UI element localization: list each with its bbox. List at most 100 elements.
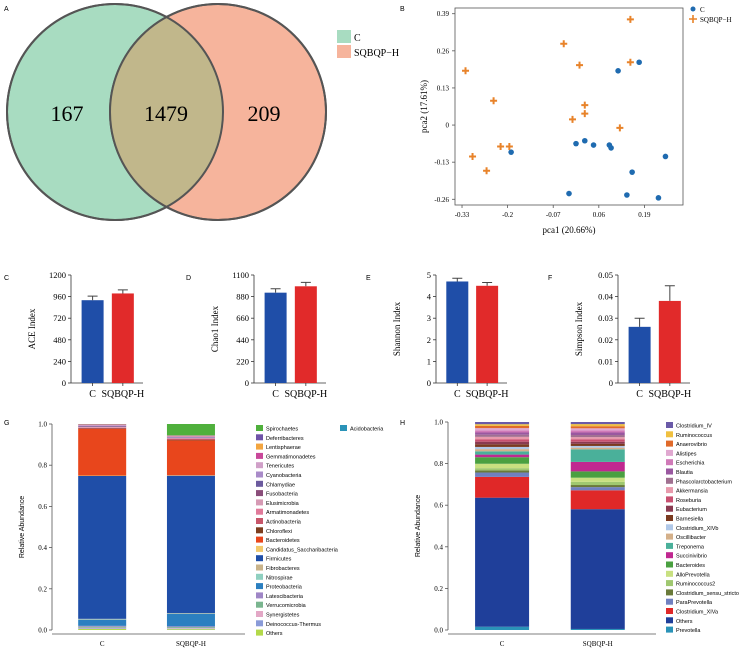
genus-segment <box>571 437 625 439</box>
genus-segment <box>571 487 625 490</box>
simpson-ytick-label: 0.04 <box>598 292 614 302</box>
genus-segment <box>475 428 529 430</box>
phylum-legend-label: Tenericutes <box>266 464 294 470</box>
pca-ytick-label: 0.39 <box>437 10 450 18</box>
phylum-legend-swatch <box>256 472 263 478</box>
pca-legend-marker-sqbqp <box>689 15 697 23</box>
genus-segment <box>571 435 625 437</box>
pca-point-c <box>573 141 579 147</box>
chao1-bar-sqbqp <box>295 286 317 383</box>
pca-point-sqbqp <box>560 40 567 47</box>
pca-point-c <box>582 138 588 144</box>
pca-xtick-label: 0.06 <box>593 211 606 219</box>
genus-segment <box>475 439 529 441</box>
genus-legend-label: Bacteroides <box>676 563 705 569</box>
venn-diagram: 167 1479 209 C SQBQP−H <box>7 4 399 220</box>
phylum-segment <box>78 620 126 626</box>
phylum-legend-swatch <box>256 509 263 515</box>
phylum-legend-label: Proteobacteria <box>266 585 303 591</box>
genus-legend-label: Clostridium_sensu_stricto <box>676 591 739 597</box>
chao1-bar-c <box>265 293 287 383</box>
genus-legend-label: Escherichia <box>676 461 705 467</box>
genus-segment <box>571 433 625 436</box>
ace-errorbar <box>118 290 128 294</box>
pca-point-c <box>591 142 597 148</box>
phylum-ytick-label: 0.0 <box>38 627 47 635</box>
genus-legend-label: Akkermansia <box>676 489 709 495</box>
phylum-segment <box>167 626 215 627</box>
chao1-errorbar <box>271 289 281 293</box>
phylum-legend-label: Candidatus_Saccharibacteria <box>266 547 339 553</box>
genus-legend-label: Ruminococcus2 <box>676 582 715 588</box>
phylum-segment <box>167 629 215 630</box>
phylum-segment <box>78 476 126 619</box>
simpson-errorbar <box>665 286 675 301</box>
pca-point-c <box>636 59 642 65</box>
phylum-segment <box>167 440 215 475</box>
phylum-segment <box>167 424 215 435</box>
phylum-legend-swatch <box>256 490 263 496</box>
genus-segment <box>475 430 529 432</box>
phylum-legend-swatch <box>340 425 347 431</box>
pca-frame <box>455 8 683 205</box>
genus-ylabel: Relative Abundance <box>415 495 422 557</box>
pca-ytick-label: 0 <box>446 122 450 130</box>
ace-bar-c <box>82 300 104 383</box>
genus-segment <box>475 627 529 630</box>
genus-legend-label: Alistipes <box>676 451 697 457</box>
phylum-ytick-label: 0.2 <box>38 585 47 593</box>
genus-ytick-label: 0.4 <box>434 543 443 551</box>
panel-label-b: B <box>400 6 405 13</box>
phylum-legend-swatch <box>256 444 263 450</box>
phylum-legend-label: Acidobacteria <box>350 427 384 433</box>
genus-segment <box>475 451 529 454</box>
genus-segment <box>571 428 625 430</box>
genus-ytick-label: 0.0 <box>434 627 443 635</box>
genus-segment <box>571 422 625 424</box>
shannon-ytick-label: 3 <box>427 313 431 323</box>
venn-legend-c: C <box>354 33 361 44</box>
pca-ytick-label: -0.13 <box>434 159 449 167</box>
genus-segment <box>475 424 529 426</box>
genus-segment <box>475 464 529 468</box>
genus-legend-swatch <box>666 589 673 595</box>
genus-segment <box>571 490 625 509</box>
genus-segment <box>571 629 625 630</box>
genus-legend-swatch <box>666 617 673 623</box>
genus-segment <box>475 422 529 424</box>
genus-legend-label: Treponema <box>676 544 705 550</box>
pca-point-c <box>629 169 635 175</box>
shannon-xtick-label: C <box>454 389 461 400</box>
phylum-legend-label: Elusimicrobia <box>266 501 300 507</box>
simpson-bar-sqbqp <box>659 301 681 383</box>
genus-segment <box>475 437 529 440</box>
phylum-legend-swatch <box>256 434 263 440</box>
genus-segment <box>571 448 625 450</box>
genus-legend-label: AlloPrevotella <box>676 572 711 578</box>
genus-ytick-label: 0.6 <box>434 502 443 510</box>
genus-xtick-label: C <box>500 640 505 648</box>
genus-segment <box>571 439 625 442</box>
phylum-ytick-label: 0.8 <box>38 462 47 470</box>
genus-legend-swatch <box>666 543 673 549</box>
phylum-legend-swatch <box>256 453 263 459</box>
pca-point-c <box>508 149 514 155</box>
genus-legend-swatch <box>666 506 673 512</box>
pca-point-c <box>608 145 614 151</box>
genus-segment <box>571 482 625 485</box>
phylum-legend-swatch <box>256 574 263 580</box>
genus-segment <box>475 447 529 449</box>
genus-legend-swatch <box>666 478 673 484</box>
genus-segment <box>475 498 529 627</box>
phylum-legend-swatch <box>256 462 263 468</box>
genus-legend-label: ParaPrevotella <box>676 600 713 606</box>
genus-legend-label: Clostridium_XIVa <box>676 610 719 616</box>
genus-legend-swatch <box>666 580 673 586</box>
phylum-legend-label: Fusobacteria <box>266 492 299 498</box>
genus-legend-swatch <box>666 562 673 568</box>
pca-legend-marker-c <box>691 7 696 12</box>
venn-right-count: 209 <box>248 101 281 126</box>
phylum-segment <box>167 627 215 628</box>
